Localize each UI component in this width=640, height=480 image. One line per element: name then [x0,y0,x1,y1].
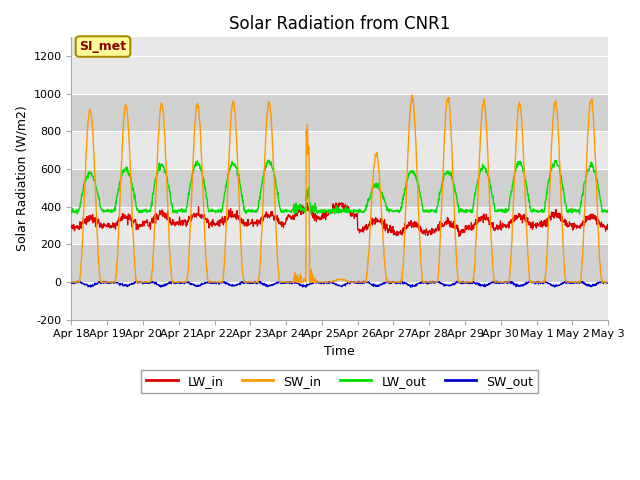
Title: Solar Radiation from CNR1: Solar Radiation from CNR1 [229,15,451,33]
Bar [72,207,608,244]
Text: SI_met: SI_met [79,40,127,53]
Bar [72,244,608,282]
Bar [72,282,608,320]
Legend: LW_in, SW_in, LW_out, SW_out: LW_in, SW_in, LW_out, SW_out [141,370,538,393]
Bar [72,56,608,94]
Bar [72,94,608,132]
Y-axis label: Solar Radiation (W/m2): Solar Radiation (W/m2) [15,106,28,252]
Bar [72,132,608,169]
X-axis label: Time: Time [324,345,355,358]
Bar [72,169,608,207]
